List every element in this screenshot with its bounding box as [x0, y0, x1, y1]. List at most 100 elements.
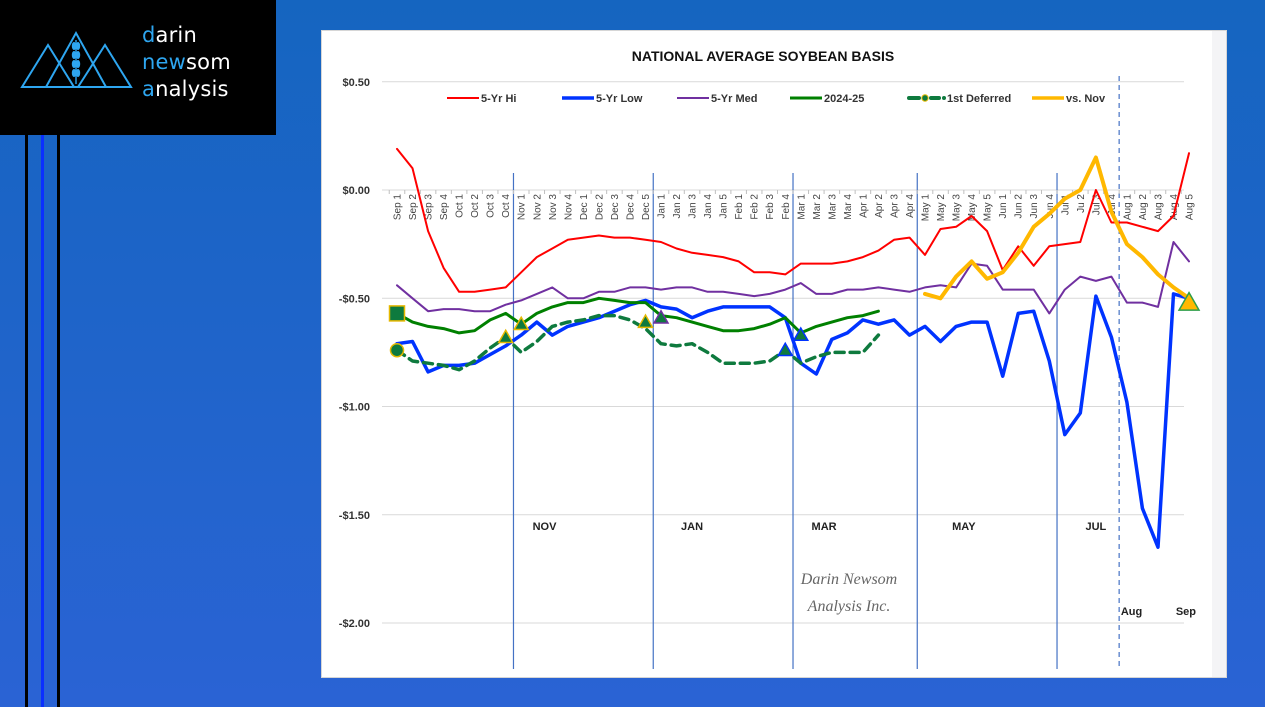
- legend-item-med: 5-Yr Med: [677, 93, 757, 105]
- legend-item-deferred: 1st Deferred: [907, 93, 1011, 105]
- x-tick-label: Apr 3: [889, 194, 900, 218]
- x-tick-label: Mar 4: [843, 194, 854, 220]
- x-axis-ticks: Sep 1 Sep 2 Sep 3 Sep 4 Oct 1 Oct 2 Oct 3 Oct 4…: [388, 190, 1196, 222]
- legend: 5-Yr Hi 5-Yr Low 5-Yr Med 2024-25 1st Deferr…: [447, 93, 1106, 105]
- month-separators: [512, 76, 1120, 669]
- logo-line-3: analysis: [142, 77, 229, 101]
- watermark: Darin Newsom Analysis Inc.: [800, 571, 897, 615]
- square-marker: [388, 305, 406, 322]
- triangle-marker: [637, 313, 654, 329]
- x-tick-label: Oct 4: [501, 194, 512, 218]
- month-label-aug: Aug: [1121, 606, 1142, 618]
- x-tick-label: Dec 4: [625, 194, 636, 221]
- x-tick-label: Sep 2: [408, 194, 419, 221]
- x-tick-label: Feb 3: [765, 194, 776, 220]
- mountain-wheat-icon: [20, 30, 133, 88]
- x-tick-label: Jun 1: [998, 194, 1009, 219]
- logo-wordmark: darin newsom analysis: [142, 22, 231, 103]
- x-tick-label: Jan 2: [672, 194, 683, 219]
- x-tick-label: Dec 2: [594, 194, 605, 221]
- x-tick-label: Feb 2: [750, 194, 761, 220]
- x-tick-label: May 3: [952, 194, 963, 222]
- circle-marker: [389, 342, 405, 358]
- x-tick-label: Aug 4: [1169, 194, 1180, 221]
- x-tick-label: Jan 1: [657, 194, 668, 219]
- month-label-may: MAY: [952, 521, 976, 533]
- legend-item-current: 2024-25: [790, 93, 864, 105]
- month-label-jul: JUL: [1085, 521, 1106, 533]
- month-label-mar: MAR: [812, 521, 837, 533]
- series-line-vs_nov: [923, 155, 1191, 301]
- decorative-line-black-right: [57, 135, 60, 707]
- panel-edge: [1212, 31, 1226, 677]
- y-tick-label: $0.00: [342, 185, 370, 197]
- gridlines: [382, 81, 1184, 624]
- y-tick-label: -$0.50: [339, 293, 370, 305]
- series-markers: [388, 291, 1201, 358]
- legend-label: 5-Yr Med: [711, 93, 757, 105]
- x-tick-label: Mar 2: [812, 194, 823, 220]
- legend-item-vs_nov: vs. Nov: [1032, 93, 1106, 105]
- x-tick-label: Sep 4: [439, 194, 450, 221]
- decorative-line-black-left: [25, 135, 28, 707]
- x-tick-label: Jan 5: [719, 194, 730, 219]
- x-tick-label: Nov 3: [548, 194, 559, 221]
- watermark-line-2: Analysis Inc.: [807, 598, 891, 615]
- x-tick-label: Dec 3: [610, 194, 621, 221]
- legend-marker: [942, 96, 946, 100]
- x-tick-label: Apr 1: [858, 194, 869, 218]
- legend-marker: [921, 94, 929, 102]
- x-tick-label: Nov 1: [517, 194, 528, 221]
- x-tick-label: Jul 3: [1091, 194, 1102, 216]
- month-labels: NOV JAN MAR MAY JUL Aug Sep: [533, 521, 1197, 618]
- x-tick-label: May 5: [983, 194, 994, 222]
- x-tick-label: Aug 2: [1138, 194, 1149, 221]
- legend-label: 5-Yr Low: [596, 93, 643, 105]
- x-tick-label: Mar 1: [796, 194, 807, 220]
- logo-line-2: newsom: [142, 50, 231, 74]
- x-tick-label: Jun 2: [1014, 194, 1025, 219]
- month-label-jan: JAN: [681, 521, 703, 533]
- x-tick-label: Oct 1: [455, 194, 466, 218]
- x-tick-label: Jul 1: [1060, 194, 1071, 216]
- x-tick-label: Apr 2: [874, 194, 885, 218]
- x-tick-label: May 4: [967, 194, 978, 222]
- logo-line-1: darin: [142, 23, 197, 47]
- x-tick-label: Jun 3: [1029, 194, 1040, 219]
- x-tick-label: Dec 1: [579, 194, 590, 221]
- legend-label: 1st Deferred: [947, 93, 1011, 105]
- series-line-med: [396, 241, 1190, 315]
- series-line-current: [395, 296, 880, 335]
- decorative-line-blue: [41, 135, 44, 707]
- x-tick-label: Dec 5: [641, 194, 652, 221]
- series-line-deferred: [395, 313, 881, 372]
- x-tick-label: Sep 1: [393, 194, 404, 221]
- legend-item-low: 5-Yr Low: [562, 93, 643, 105]
- x-tick-label: Feb 4: [781, 194, 792, 220]
- triangle-marker: [1177, 291, 1201, 311]
- triangle-marker: [652, 309, 670, 324]
- triangle-marker: [776, 341, 794, 357]
- month-label-sep: Sep: [1176, 606, 1196, 618]
- y-tick-label: $0.50: [342, 77, 370, 89]
- legend-label: vs. Nov: [1066, 93, 1106, 105]
- y-tick-label: -$1.00: [339, 402, 370, 414]
- x-tick-label: Sep 3: [424, 194, 435, 221]
- y-axis-ticks: $0.50 $0.00 -$0.50 -$1.00 -$1.50 -$2.00: [339, 77, 370, 630]
- x-tick-label: Nov 2: [532, 194, 543, 221]
- month-label-nov: NOV: [533, 521, 558, 533]
- x-tick-label: May 1: [921, 194, 932, 222]
- x-tick-label: Jun 4: [1045, 194, 1056, 219]
- x-tick-label: Jan 4: [703, 194, 714, 219]
- x-tick-label: May 2: [936, 194, 947, 222]
- triangle-marker: [497, 328, 515, 344]
- chart-panel: NATIONAL AVERAGE SOYBEAN BASIS $0.50 $0.0…: [321, 30, 1227, 678]
- y-tick-label: -$2.00: [339, 618, 370, 630]
- x-tick-label: Jan 3: [688, 194, 699, 219]
- x-tick-label: Oct 2: [470, 194, 481, 218]
- x-tick-label: Feb 1: [734, 194, 745, 220]
- legend-item-hi: 5-Yr Hi: [447, 93, 516, 105]
- legend-label: 5-Yr Hi: [481, 93, 516, 105]
- soybean-basis-chart: NATIONAL AVERAGE SOYBEAN BASIS $0.50 $0.0…: [339, 48, 1201, 669]
- x-tick-label: Aug 3: [1153, 194, 1164, 221]
